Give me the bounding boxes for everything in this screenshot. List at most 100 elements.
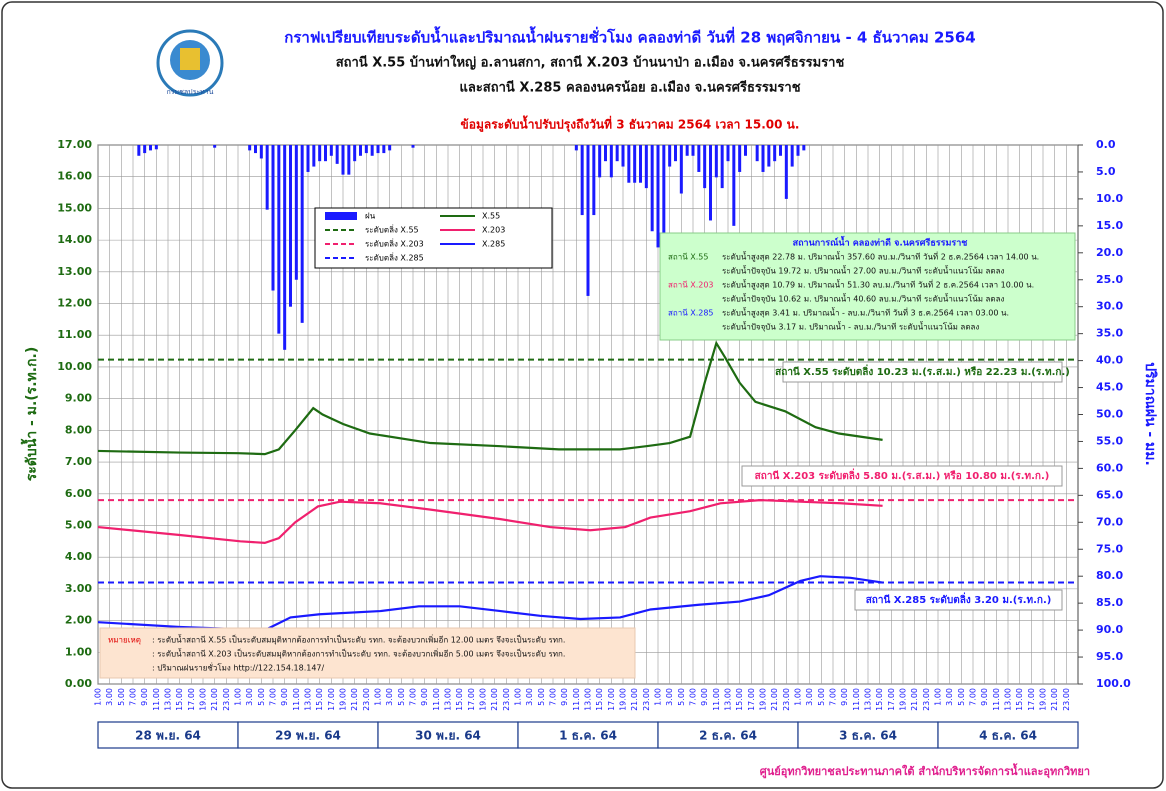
y2-tick-label: 100.0 [1096, 677, 1131, 690]
x-tick-label: 1.00 [934, 688, 943, 706]
reference-box [854, 589, 1063, 611]
x-tick-label: 5.00 [677, 688, 686, 706]
rain-bar [761, 145, 765, 172]
x-tick-label: 15.00 [875, 688, 884, 711]
legend-label: X.203 [482, 226, 505, 235]
reference-box [741, 465, 1063, 487]
rain-bar [779, 145, 782, 156]
x-tick-label: 21.00 [910, 688, 919, 711]
y-tick-label: 14.00 [57, 233, 92, 246]
x-tick-label: 11.00 [432, 688, 441, 711]
rain-bar [738, 145, 742, 172]
y-axis-label: ระดับน้ำ - ม.(ร.ท.ก.) [20, 347, 40, 482]
y-tick-label: 6.00 [65, 487, 92, 500]
info-line: ระดับน้ำปัจจุบัน 3.17 ม. ปริมาณน้ำ - ลบ.… [722, 321, 979, 332]
y2-tick-label: 10.0 [1096, 192, 1123, 205]
rain-bar [318, 145, 322, 162]
x-tick-label: 13.00 [584, 688, 593, 711]
x-tick-label: 7.00 [689, 688, 698, 706]
rain-bar [312, 145, 316, 167]
x-tick-label: 7.00 [549, 688, 558, 706]
rain-bar [755, 145, 759, 162]
y-tick-label: 16.00 [57, 170, 92, 183]
x-tick-label: 1.00 [94, 688, 103, 706]
info-station: สถานี X.285 [668, 309, 714, 318]
x-tick-label: 23.00 [1062, 688, 1071, 711]
rain-bar [580, 145, 584, 216]
y-tick-label: 5.00 [65, 518, 92, 531]
x-tick-label: 17.00 [327, 688, 336, 711]
x-tick-label: 11.00 [292, 688, 301, 711]
x-tick-label: 19.00 [899, 688, 908, 711]
day-box [797, 721, 939, 749]
x-tick-label: 19.00 [479, 688, 488, 711]
rain-bar [359, 145, 362, 156]
rain-bar [796, 145, 800, 156]
y-tick-label: 10.00 [57, 360, 92, 373]
rain-bar [329, 145, 333, 156]
rain-bar [790, 145, 794, 167]
rain-bar [773, 145, 777, 162]
x-tick-label: 5.00 [817, 688, 826, 706]
x-tick-label: 13.00 [164, 688, 173, 711]
y-tick-label: 7.00 [65, 455, 92, 468]
day-label: 30 พ.ย. 64 [415, 729, 481, 743]
x-tick-label: 23.00 [222, 688, 231, 711]
rain-bar [376, 145, 380, 154]
update-note: ข้อมูลระดับน้ำปรับปรุงถึงวันที่ 3 ธันวาค… [461, 115, 800, 133]
x-tick-label: 13.00 [1004, 688, 1013, 711]
rain-bar [714, 145, 718, 178]
day-box [657, 721, 799, 749]
x-tick-label: 1.00 [794, 688, 803, 706]
rain-bar [388, 145, 392, 151]
x-tick-label: 3.00 [105, 688, 114, 706]
logo-text: กรมชลประทาน [167, 88, 214, 96]
day-box [97, 721, 239, 749]
info-line: ระดับน้ำสูงสุด 10.79 ม. ปริมาณน้ำ 51.30 … [722, 279, 1034, 291]
x-tick-label: 23.00 [642, 688, 651, 711]
y-tick-label: 11.00 [57, 328, 92, 341]
x-tick-label: 21.00 [350, 688, 359, 711]
rain-bar [213, 145, 217, 148]
x-tick-label: 19.00 [759, 688, 768, 711]
rain-bar [609, 145, 613, 178]
y2-tick-label: 65.0 [1096, 488, 1123, 501]
rain-bar [650, 145, 654, 232]
rain-bar [149, 145, 152, 151]
rain-bar [300, 145, 304, 323]
day-label: 2 ธ.ค. 64 [699, 729, 757, 743]
x-tick-label: 3.00 [525, 688, 534, 706]
y2-tick-label: 40.0 [1096, 354, 1123, 367]
subtitle: สถานี X.55 บ้านท่าใหญ่ อ.ลานสกา, สถานี X… [336, 54, 845, 71]
x-tick-label: 1.00 [514, 688, 523, 706]
day-label: 4 ธ.ค. 64 [979, 729, 1037, 743]
rain-bar [294, 145, 298, 280]
rain-bar [265, 145, 269, 210]
y-tick-label: 13.00 [57, 265, 92, 278]
rain-bar [259, 145, 263, 159]
x-tick-label: 21.00 [630, 688, 639, 711]
x-tick-label: 1.00 [654, 688, 663, 706]
x-tick-label: 1.00 [374, 688, 383, 706]
info-box [659, 232, 1076, 341]
legend-swatch [325, 212, 357, 220]
day-box [237, 721, 379, 749]
day-label: 3 ธ.ค. 64 [839, 729, 897, 743]
note-label: หมายเหตุ [108, 636, 141, 645]
rain-bar [277, 145, 281, 334]
x-tick-label: 11.00 [572, 688, 581, 711]
x-tick-label: 21.00 [210, 688, 219, 711]
x-tick-label: 9.00 [140, 688, 149, 706]
x-tick-label: 17.00 [887, 688, 896, 711]
x-tick-label: 9.00 [420, 688, 429, 706]
y-tick-label: 4.00 [65, 550, 92, 563]
x-tick-label: 3.00 [665, 688, 674, 706]
reference-label: สถานี X.203 ระดับตลิ่ง 5.80 ม.(ร.ส.ม.) ห… [755, 468, 1050, 482]
rain-bar [341, 145, 345, 175]
rain-bar [353, 145, 357, 162]
x-tick-label: 15.00 [315, 688, 324, 711]
rain-bar [744, 145, 747, 156]
legend-label: X.285 [482, 240, 505, 249]
rain-bar [679, 145, 683, 194]
